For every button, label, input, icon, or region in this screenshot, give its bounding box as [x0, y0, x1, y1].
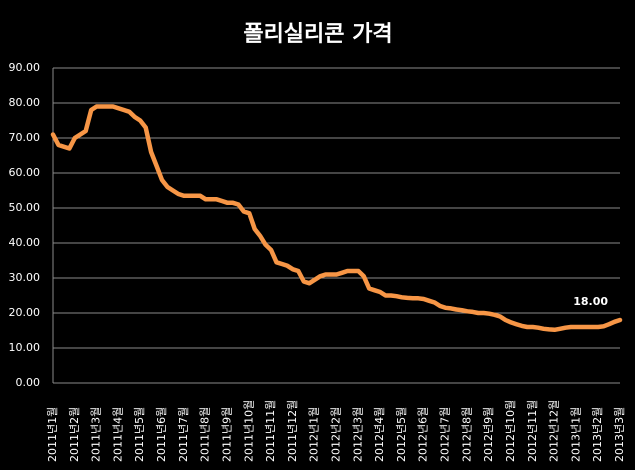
x-tick-label: 2012년10월 [504, 400, 517, 462]
x-tick-label: 2012년1월 [308, 407, 321, 462]
x-tick-label: 2013년3월 [613, 407, 626, 462]
x-tick-label: 2012년9월 [482, 407, 495, 462]
x-tick-label: 2012년11월 [526, 400, 539, 462]
x-tick-label: 2011년3월 [90, 407, 103, 462]
chart-title: 폴리실리콘 가격 [243, 22, 392, 47]
data-label: 18.00 [573, 295, 608, 308]
x-tick-label: 2011년4월 [111, 407, 124, 462]
x-tick-label: 2012년3월 [351, 407, 364, 462]
y-tick-label: 80.00 [9, 96, 41, 109]
x-tick-label: 2011년5월 [133, 407, 146, 462]
y-tick-label: 90.00 [9, 61, 41, 74]
x-tick-label: 2012년6월 [417, 407, 430, 462]
y-tick-label: 10.00 [9, 341, 41, 354]
x-tick-label: 2011년10월 [242, 400, 255, 462]
x-tick-label: 2012년8월 [460, 407, 473, 462]
x-tick-label: 2011년2월 [68, 407, 81, 462]
x-tick-label: 2011년8월 [199, 407, 212, 462]
x-tick-label: 2011년6월 [155, 407, 168, 462]
x-tick-label: 2011년12월 [286, 400, 299, 462]
y-tick-label: 60.00 [9, 166, 41, 179]
line [50, 104, 623, 333]
x-tick-label: 2012년5월 [395, 407, 408, 462]
x-tick-label: 2012년7월 [439, 407, 452, 462]
x-tick-label: 2011년9월 [220, 407, 233, 462]
y-tick-label: 30.00 [9, 271, 41, 284]
x-tick-label: 2012년4월 [373, 407, 386, 462]
x-tick-label: 2011년7월 [177, 407, 190, 462]
y-tick-label: 20.00 [9, 306, 41, 319]
y-tick-label: 0.00 [16, 376, 41, 389]
x-tick-label: 2011년1월 [46, 407, 59, 462]
x-tick-label: 2012년2월 [330, 407, 343, 462]
y-tick-label: 40.00 [9, 236, 41, 249]
x-tick-label: 2013년2월 [591, 407, 604, 462]
x-tick-label: 2011년11월 [264, 400, 277, 462]
y-tick-label: 70.00 [9, 131, 41, 144]
y-tick-label: 50.00 [9, 201, 41, 214]
x-tick-label: 2013년1월 [569, 407, 582, 462]
x-tick-label: 2012년12월 [548, 400, 561, 462]
